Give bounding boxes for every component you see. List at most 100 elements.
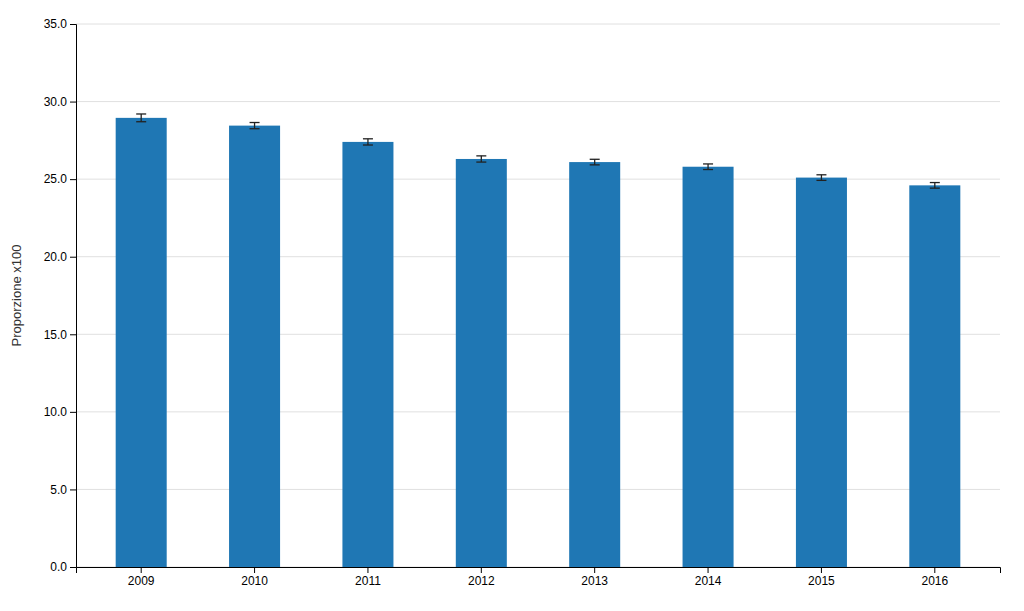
- bar: [909, 185, 960, 567]
- error-bar: [703, 164, 713, 170]
- x-tick-mark: [708, 567, 709, 573]
- x-tick-label: 2010: [241, 574, 268, 588]
- x-tick: 2014: [695, 567, 722, 588]
- y-tick-mark: [70, 102, 76, 103]
- bar: [456, 159, 507, 567]
- y-tick: 0.0: [50, 560, 76, 574]
- x-tick-label: 2015: [808, 574, 835, 588]
- grid-line: [76, 101, 1000, 102]
- grid: [76, 24, 1000, 567]
- error-bar-cap: [930, 182, 940, 183]
- chart: 0.05.010.015.020.025.030.035.02009201020…: [0, 0, 1024, 611]
- y-tick: 10.0: [44, 405, 76, 419]
- bar: [796, 178, 847, 567]
- y-tick-label: 15.0: [44, 328, 68, 342]
- bar: [683, 167, 734, 567]
- y-tick-mark: [70, 257, 76, 258]
- x-tick: 2013: [581, 567, 608, 588]
- bar: [229, 126, 280, 567]
- error-bar-stem: [594, 159, 595, 165]
- error-bar-cap: [476, 155, 486, 156]
- grid-line: [76, 256, 1000, 257]
- bar: [342, 142, 393, 567]
- error-bar-cap: [250, 128, 260, 129]
- x-tick-label: 2011: [355, 574, 381, 588]
- error-bar-cap: [136, 113, 146, 114]
- x-axis-line: [77, 568, 1001, 574]
- y-tick-label: 30.0: [44, 95, 68, 109]
- y-tick-mark: [70, 179, 76, 180]
- y-tick-mark: [70, 567, 76, 568]
- error-bar: [136, 114, 146, 122]
- y-tick: 5.0: [50, 483, 76, 497]
- x-tick-label: 2016: [921, 574, 948, 588]
- y-tick-label: 10.0: [44, 405, 68, 419]
- error-bar: [363, 139, 373, 145]
- x-tick: 2011: [355, 567, 381, 588]
- error-bar-stem: [141, 114, 142, 122]
- x-tick: 2012: [468, 567, 495, 588]
- marks: [116, 114, 961, 567]
- error-bar-stem: [821, 175, 822, 181]
- y-axis: 0.0 5.0 10.0 15.0 20.0 25.0 30.0 35.0: [44, 17, 77, 574]
- y-tick-label: 0.0: [50, 560, 67, 574]
- grid-line: [76, 411, 1000, 412]
- bar: [569, 162, 620, 567]
- x-tick-label: 2012: [468, 574, 495, 588]
- y-axis-title: Proporzione x100: [9, 245, 24, 347]
- x-tick: 2009: [128, 567, 155, 588]
- y-tick: 35.0: [44, 17, 76, 31]
- error-bar-cap: [590, 164, 600, 165]
- y-tick: 20.0: [44, 250, 76, 264]
- x-tick-mark: [141, 567, 142, 573]
- x-tick: 2010: [241, 567, 268, 588]
- y-tick-label: 25.0: [44, 172, 68, 186]
- y-tick-mark: [70, 24, 76, 25]
- y-tick-mark: [70, 412, 76, 413]
- plot-area: 0.05.010.015.020.025.030.035.02009201020…: [44, 17, 1001, 587]
- y-tick-label: 5.0: [50, 483, 67, 497]
- x-tick-mark: [934, 567, 935, 573]
- error-bar: [930, 183, 940, 189]
- bar: [116, 118, 167, 567]
- x-axis: 2009 2010 2011 2012 2013 2014 2015 2016: [77, 567, 1001, 588]
- error-bar: [476, 156, 486, 162]
- x-tick-label: 2014: [695, 574, 722, 588]
- grid-line: [76, 24, 1000, 25]
- error-bar-cap: [816, 174, 826, 175]
- y-tick-mark: [70, 334, 76, 335]
- error-bar-stem: [481, 156, 482, 162]
- error-bar-cap: [476, 161, 486, 162]
- grid-line: [76, 179, 1000, 180]
- error-bar-cap: [136, 121, 146, 122]
- y-tick-mark: [70, 489, 76, 490]
- y-tick: 15.0: [44, 328, 76, 342]
- grid-line: [76, 489, 1000, 490]
- y-tick-label: 20.0: [44, 250, 68, 264]
- error-bar-cap: [703, 169, 713, 170]
- error-bar-stem: [367, 139, 368, 145]
- y-tick: 30.0: [44, 95, 76, 109]
- grid-line: [76, 334, 1000, 335]
- x-tick-mark: [594, 567, 595, 573]
- error-bar: [590, 159, 600, 165]
- x-tick-mark: [254, 567, 255, 573]
- error-bar-cap: [816, 180, 826, 181]
- error-bar-stem: [254, 123, 255, 129]
- error-bar-cap: [930, 187, 940, 188]
- error-bar-cap: [363, 138, 373, 139]
- y-axis-line: [70, 25, 77, 568]
- y-tick-label: 35.0: [44, 17, 68, 31]
- error-bar-cap: [703, 163, 713, 164]
- error-bar-stem: [707, 164, 708, 170]
- error-bar: [816, 175, 826, 181]
- error-bar-cap: [590, 159, 600, 160]
- error-bar-cap: [250, 122, 260, 123]
- x-tick-mark: [367, 567, 368, 573]
- x-tick-mark: [821, 567, 822, 573]
- x-tick-label: 2013: [581, 574, 608, 588]
- x-tick-mark: [481, 567, 482, 573]
- error-bar-stem: [934, 183, 935, 189]
- error-bar: [250, 123, 260, 129]
- x-tick: 2016: [921, 567, 948, 588]
